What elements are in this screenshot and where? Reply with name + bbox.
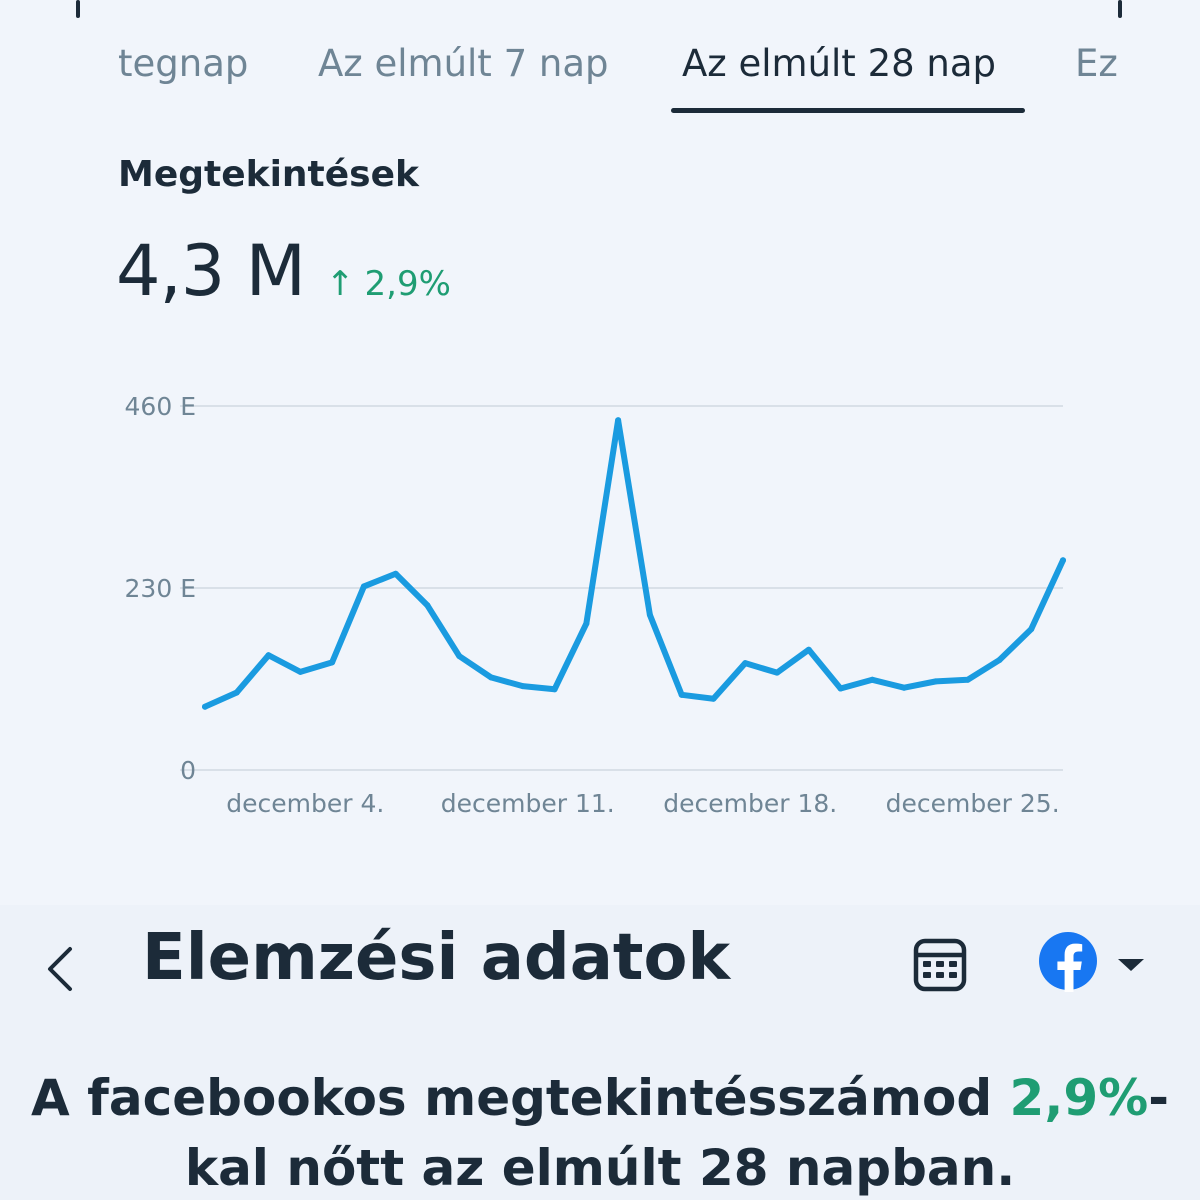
analytics-header: Elemzési adatok A fac: [0, 905, 1200, 1200]
views-series-line: [202, 417, 1066, 710]
tab-yesterday[interactable]: tegnap: [118, 42, 249, 85]
metric-change: ↑ 2,9%: [326, 264, 451, 304]
card-corner-right: [1118, 0, 1122, 18]
caret-down-icon: [1118, 959, 1144, 971]
data-point: [805, 646, 812, 653]
page-title: Elemzési adatok: [142, 921, 731, 995]
views-card: tegnap Az elmúlt 7 nap Az elmúlt 28 nap …: [0, 0, 1200, 818]
data-point: [964, 676, 971, 683]
data-point: [932, 678, 939, 685]
data-point: [615, 417, 622, 424]
active-tab-indicator: [671, 108, 1025, 113]
data-point: [265, 652, 272, 659]
tab-last-28-days[interactable]: Az elmúlt 28 nap: [682, 42, 997, 85]
facebook-logo-icon: [1039, 932, 1097, 992]
data-point: [456, 653, 463, 660]
x-tick-label: december 4.: [226, 789, 384, 818]
y-tick-label: 0: [180, 756, 196, 785]
data-point: [1028, 626, 1035, 633]
x-tick-label: december 11.: [441, 789, 615, 818]
data-point: [488, 674, 494, 681]
data-point: [329, 659, 336, 666]
calendar-icon[interactable]: [910, 935, 970, 995]
data-point: [869, 676, 876, 683]
summary-highlight: 2,9%: [1009, 1069, 1149, 1127]
data-point: [710, 695, 717, 702]
card-corner-left: [76, 0, 80, 18]
y-tick-label: 460 E: [125, 392, 196, 421]
data-point: [392, 570, 399, 577]
summary-text-after: -kal nőtt az elmúlt 28 napban.: [184, 1069, 1169, 1197]
data-point: [996, 657, 1003, 664]
data-point: [774, 669, 780, 676]
metric-title: Megtekintések: [118, 154, 419, 195]
tab-last-7-days[interactable]: Az elmúlt 7 nap: [318, 42, 609, 85]
data-point: [424, 602, 431, 609]
summary-text: A facebookos megtekintésszámod 2,9%-kal …: [0, 1063, 1200, 1200]
data-point: [297, 668, 304, 675]
data-point: [519, 683, 526, 690]
time-range-tabs: tegnap Az elmúlt 7 nap Az elmúlt 28 nap …: [0, 30, 1200, 120]
y-tick-label: 230 E: [125, 574, 196, 603]
x-tick-label: december 25.: [886, 789, 1060, 818]
tab-this-period[interactable]: Ez: [1075, 42, 1118, 85]
metric-change-value: 2,9%: [364, 264, 451, 304]
data-point: [1060, 557, 1066, 564]
summary-text-before: A facebookos megtekintésszámod: [31, 1069, 1010, 1127]
data-point: [837, 685, 844, 692]
data-point: [678, 691, 685, 698]
data-point: [742, 660, 749, 667]
x-tick-label: december 18.: [663, 789, 837, 818]
data-point: [360, 583, 367, 590]
data-point: [583, 620, 590, 627]
up-arrow-icon: ↑: [326, 264, 355, 304]
data-point: [901, 684, 908, 691]
platform-switcher[interactable]: [1034, 929, 1154, 999]
data-point: [202, 703, 208, 710]
data-point: [551, 686, 558, 693]
data-point: [233, 689, 240, 696]
chevron-left-icon[interactable]: [40, 939, 84, 999]
data-point: [646, 611, 653, 618]
views-line-chart: 0 230 E 460 E december 4. december 11. decemb…: [125, 392, 1066, 818]
metric-value: 4,3 M: [116, 230, 306, 312]
